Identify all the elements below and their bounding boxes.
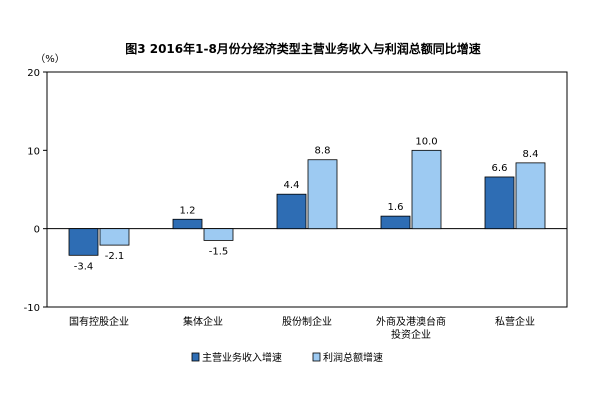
bar (380, 215, 411, 230)
data-label: -2.1 (105, 251, 125, 262)
y-tick-label: -10 (24, 303, 40, 314)
bar (411, 149, 442, 230)
legend: 主营业务收入增速 利润总额增速 (191, 351, 383, 364)
bar (68, 228, 99, 256)
plot-area-frame (46, 71, 568, 308)
legend-swatch (191, 352, 200, 362)
bar (276, 193, 307, 230)
bar (515, 162, 546, 230)
category-label: 国有控股企业 (69, 315, 129, 328)
data-label: 6.6 (492, 163, 508, 174)
y-tick-label: 20 (27, 68, 40, 79)
bar (307, 159, 338, 230)
y-axis-unit-label: （%） (35, 53, 65, 65)
y-tick-label: 10 (27, 146, 40, 157)
legend-label: 利润总额增速 (323, 351, 383, 364)
category-label: 外商及港澳台商 (376, 315, 446, 328)
category-label: 股份制企业 (282, 315, 332, 328)
data-label: 8.4 (523, 149, 539, 160)
data-label: 1.2 (180, 205, 196, 216)
legend-swatch (312, 352, 321, 362)
category-label: 私营企业 (495, 315, 535, 328)
bar (484, 176, 515, 230)
legend-label: 主营业务收入增速 (202, 351, 282, 364)
y-axis-ticks: 20 10 0 -10 (24, 68, 567, 314)
bar (203, 228, 234, 241)
data-labels: -3.4 -2.1 1.2 -1.5 4.4 8.8 1.6 10.0 6.6 8.4 (74, 136, 539, 272)
bars (68, 149, 546, 256)
data-label: 1.6 (388, 202, 404, 213)
y-tick-label: 0 (34, 225, 40, 236)
data-label: 10.0 (415, 136, 437, 147)
data-label: 4.4 (284, 180, 300, 191)
chart-title: 图3 2016年1-8月份分经济类型主营业务收入与利润总额同比增速 (125, 41, 481, 56)
category-label: 集体企业 (183, 315, 223, 328)
bar (172, 218, 203, 230)
bar (99, 228, 130, 246)
data-label: -3.4 (74, 261, 94, 272)
category-label: 投资企业 (391, 328, 431, 341)
data-label: 8.8 (315, 146, 331, 157)
data-label: -1.5 (209, 246, 229, 257)
